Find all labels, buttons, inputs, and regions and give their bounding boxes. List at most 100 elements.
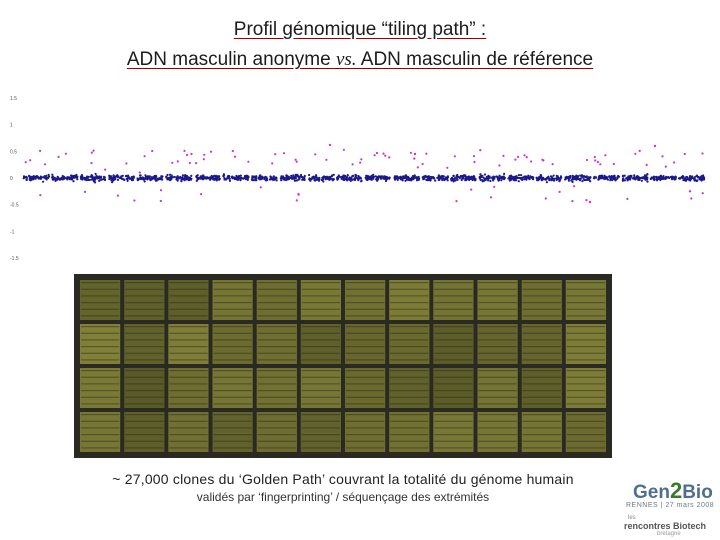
array-texture bbox=[301, 326, 340, 328]
array-texture bbox=[522, 332, 561, 334]
array-block bbox=[80, 412, 121, 452]
clone-point bbox=[659, 174, 663, 177]
array-block bbox=[521, 280, 562, 320]
array-block bbox=[565, 324, 606, 364]
array-texture bbox=[478, 346, 517, 348]
array-texture bbox=[390, 326, 429, 328]
clone-point bbox=[95, 177, 98, 180]
array-texture bbox=[169, 434, 208, 436]
clone-point bbox=[491, 177, 494, 180]
array-block bbox=[212, 368, 253, 408]
clone-point bbox=[56, 176, 59, 179]
clone-point bbox=[246, 178, 249, 181]
array-texture bbox=[522, 390, 561, 392]
clone-point bbox=[81, 175, 84, 178]
clone-point bbox=[271, 177, 274, 180]
array-texture bbox=[346, 339, 385, 341]
clone-point bbox=[415, 179, 419, 182]
clone-point bbox=[569, 175, 572, 178]
outlier-point bbox=[351, 163, 354, 166]
clone-point bbox=[85, 179, 88, 182]
array-texture bbox=[169, 315, 208, 317]
array-texture bbox=[301, 288, 340, 290]
array-block bbox=[477, 280, 518, 320]
clone-point bbox=[347, 178, 350, 181]
array-block bbox=[80, 324, 121, 364]
array-texture bbox=[478, 370, 517, 372]
clone-point bbox=[316, 177, 319, 180]
outlier-point bbox=[626, 197, 629, 200]
clone-point bbox=[130, 177, 134, 180]
array-texture bbox=[434, 376, 473, 378]
array-texture bbox=[478, 447, 517, 449]
clone-point bbox=[61, 178, 64, 181]
outlier-point bbox=[479, 149, 482, 152]
array-block bbox=[300, 324, 341, 364]
outlier-point bbox=[328, 143, 332, 147]
array-texture bbox=[301, 352, 340, 354]
array-texture bbox=[125, 434, 164, 436]
array-texture bbox=[169, 370, 208, 372]
clone-point bbox=[280, 179, 283, 182]
clone-point bbox=[103, 178, 107, 182]
clone-point bbox=[332, 178, 335, 181]
array-block bbox=[168, 368, 209, 408]
clone-point bbox=[487, 177, 490, 180]
logo-two: 2 bbox=[669, 478, 683, 503]
outlier-point bbox=[104, 168, 107, 171]
logo-gen: Gen bbox=[633, 482, 670, 503]
array-texture bbox=[301, 308, 340, 310]
array-texture bbox=[301, 420, 340, 422]
clone-point bbox=[662, 177, 665, 181]
clone-point bbox=[370, 176, 373, 179]
array-texture bbox=[81, 332, 120, 334]
clone-point bbox=[300, 173, 303, 177]
outlier-point bbox=[688, 190, 692, 193]
array-texture bbox=[478, 396, 517, 398]
clone-point bbox=[291, 177, 294, 180]
outlier-point bbox=[297, 193, 300, 196]
logo-event-text: RENNES | 27 mars 2008 bbox=[626, 502, 715, 509]
array-texture bbox=[390, 352, 429, 354]
array-block bbox=[565, 280, 606, 320]
clone-point bbox=[462, 174, 466, 177]
clone-point bbox=[336, 177, 339, 180]
array-texture bbox=[213, 376, 252, 378]
outlier-point bbox=[638, 149, 641, 152]
array-texture bbox=[434, 295, 473, 297]
y-tick-label: 1.5 bbox=[10, 96, 17, 102]
clone-point bbox=[636, 175, 639, 178]
outlier-point bbox=[382, 152, 385, 155]
array-texture bbox=[125, 308, 164, 310]
clone-point bbox=[292, 174, 295, 177]
clone-point bbox=[310, 177, 313, 180]
clone-point bbox=[246, 177, 249, 180]
array-texture bbox=[125, 326, 164, 328]
clone-point bbox=[130, 175, 133, 179]
clone-point bbox=[315, 174, 318, 177]
outlier-point bbox=[90, 162, 93, 165]
outlier-point bbox=[525, 156, 528, 159]
clone-point bbox=[176, 179, 179, 182]
clone-point bbox=[342, 178, 345, 181]
array-texture bbox=[257, 288, 296, 290]
outlier-point bbox=[259, 186, 262, 189]
clone-point bbox=[452, 174, 455, 177]
clone-point bbox=[425, 178, 428, 181]
array-texture bbox=[434, 440, 473, 442]
array-texture bbox=[301, 359, 340, 361]
genome-profile-plot: 1.5 1 0.5 0 -0.5 -1 -1.5 bbox=[10, 96, 706, 262]
outlier-point bbox=[195, 162, 198, 165]
array-block bbox=[521, 324, 562, 364]
array-texture bbox=[346, 420, 385, 422]
outlier-point bbox=[125, 162, 128, 165]
clone-point bbox=[589, 176, 592, 179]
clone-point bbox=[384, 179, 388, 183]
array-texture bbox=[566, 339, 605, 341]
array-texture bbox=[478, 308, 517, 310]
array-block bbox=[477, 368, 518, 408]
clone-point bbox=[340, 177, 343, 180]
array-block bbox=[124, 412, 165, 452]
clone-point bbox=[548, 177, 551, 180]
clone-point bbox=[342, 174, 345, 177]
